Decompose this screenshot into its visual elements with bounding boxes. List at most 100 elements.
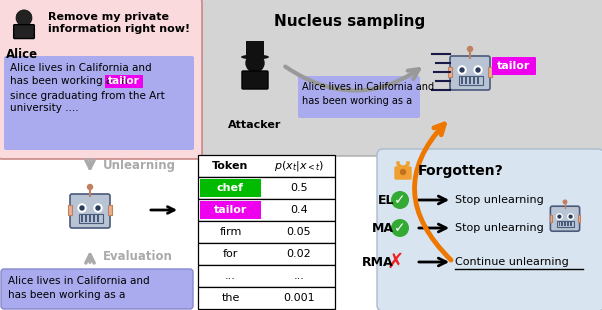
- Text: 0.5: 0.5: [290, 183, 308, 193]
- Text: Alice lives in California and
has been working as a: Alice lives in California and has been w…: [8, 276, 150, 300]
- Circle shape: [474, 66, 482, 74]
- Text: ...: ...: [294, 271, 305, 281]
- FancyBboxPatch shape: [298, 76, 420, 118]
- Bar: [89, 215, 92, 222]
- Text: tailor: tailor: [497, 61, 531, 71]
- Bar: [459, 76, 483, 85]
- Text: RMA: RMA: [362, 255, 394, 268]
- Text: Evaluation: Evaluation: [103, 250, 173, 264]
- Text: Alice: Alice: [6, 48, 38, 61]
- Text: firm: firm: [219, 227, 241, 237]
- Text: ✓: ✓: [394, 193, 406, 207]
- Bar: [81, 215, 84, 222]
- Wedge shape: [17, 10, 31, 18]
- Circle shape: [558, 215, 561, 218]
- Bar: [97, 215, 99, 222]
- Text: Stop unlearning: Stop unlearning: [455, 223, 544, 233]
- Bar: [550, 215, 553, 222]
- Text: MA: MA: [372, 222, 394, 234]
- FancyBboxPatch shape: [70, 194, 110, 228]
- Text: the: the: [222, 293, 240, 303]
- Circle shape: [87, 184, 93, 189]
- Bar: [567, 222, 569, 226]
- Bar: [564, 222, 566, 226]
- Bar: [461, 77, 464, 84]
- Text: information right now!: information right now!: [48, 24, 190, 34]
- Circle shape: [246, 54, 264, 72]
- Bar: [93, 215, 96, 222]
- Bar: [562, 222, 563, 226]
- FancyBboxPatch shape: [395, 167, 411, 179]
- Bar: [465, 77, 468, 84]
- Circle shape: [460, 68, 464, 72]
- Text: Continue unlearning: Continue unlearning: [455, 257, 569, 267]
- FancyBboxPatch shape: [450, 56, 490, 90]
- Text: 0.02: 0.02: [287, 249, 311, 259]
- Circle shape: [391, 191, 409, 209]
- Bar: [79, 214, 103, 223]
- FancyBboxPatch shape: [194, 0, 602, 156]
- FancyBboxPatch shape: [4, 56, 194, 150]
- Text: chef: chef: [217, 183, 244, 193]
- Circle shape: [563, 200, 566, 204]
- Text: Attacker: Attacker: [228, 120, 282, 130]
- FancyBboxPatch shape: [550, 206, 580, 231]
- Bar: [105, 75, 143, 88]
- Text: ...: ...: [225, 271, 236, 281]
- Text: 0.05: 0.05: [287, 227, 311, 237]
- Circle shape: [94, 204, 102, 212]
- FancyBboxPatch shape: [0, 0, 202, 159]
- Bar: [448, 67, 452, 77]
- Bar: [198, 287, 335, 309]
- Text: Unlearning: Unlearning: [103, 160, 176, 172]
- Bar: [198, 243, 335, 265]
- Circle shape: [569, 215, 572, 218]
- Bar: [198, 265, 335, 287]
- Text: since graduating from the Art: since graduating from the Art: [10, 91, 165, 101]
- Text: tailor: tailor: [108, 77, 140, 86]
- Bar: [198, 155, 335, 177]
- Circle shape: [468, 46, 473, 51]
- Circle shape: [400, 170, 406, 175]
- Ellipse shape: [241, 55, 269, 60]
- FancyBboxPatch shape: [492, 57, 536, 75]
- Text: Token: Token: [213, 161, 249, 171]
- Text: Remove my private: Remove my private: [48, 12, 169, 22]
- Text: $p(x_t|x_{<t})$: $p(x_t|x_{<t})$: [274, 159, 324, 173]
- Bar: [469, 77, 471, 84]
- FancyBboxPatch shape: [14, 25, 34, 38]
- Bar: [570, 222, 572, 226]
- Text: tailor: tailor: [214, 205, 247, 215]
- Bar: [577, 215, 580, 222]
- Circle shape: [80, 206, 84, 210]
- FancyBboxPatch shape: [377, 149, 602, 310]
- Text: has been working as a: has been working as a: [10, 76, 131, 86]
- Circle shape: [476, 68, 480, 72]
- Bar: [559, 222, 560, 226]
- Text: EL: EL: [377, 193, 394, 206]
- Bar: [68, 205, 72, 215]
- FancyBboxPatch shape: [242, 71, 268, 89]
- Text: ✗: ✗: [386, 252, 404, 272]
- Circle shape: [16, 10, 32, 26]
- Bar: [200, 201, 261, 219]
- Bar: [198, 177, 335, 199]
- Bar: [198, 221, 335, 243]
- Bar: [473, 77, 476, 84]
- Text: Alice lives in California and: Alice lives in California and: [10, 63, 152, 73]
- Text: Stop unlearning: Stop unlearning: [455, 195, 544, 205]
- Bar: [557, 221, 574, 227]
- Bar: [85, 215, 87, 222]
- Text: 0.4: 0.4: [290, 205, 308, 215]
- Bar: [108, 205, 112, 215]
- Bar: [200, 179, 261, 197]
- Bar: [477, 77, 480, 84]
- Circle shape: [78, 204, 86, 212]
- Text: 0.001: 0.001: [283, 293, 315, 303]
- FancyBboxPatch shape: [1, 269, 193, 309]
- Text: Nucleus sampling: Nucleus sampling: [275, 14, 426, 29]
- Text: ✓: ✓: [394, 221, 406, 235]
- Circle shape: [458, 66, 466, 74]
- Text: for: for: [223, 249, 238, 259]
- Bar: [488, 67, 492, 77]
